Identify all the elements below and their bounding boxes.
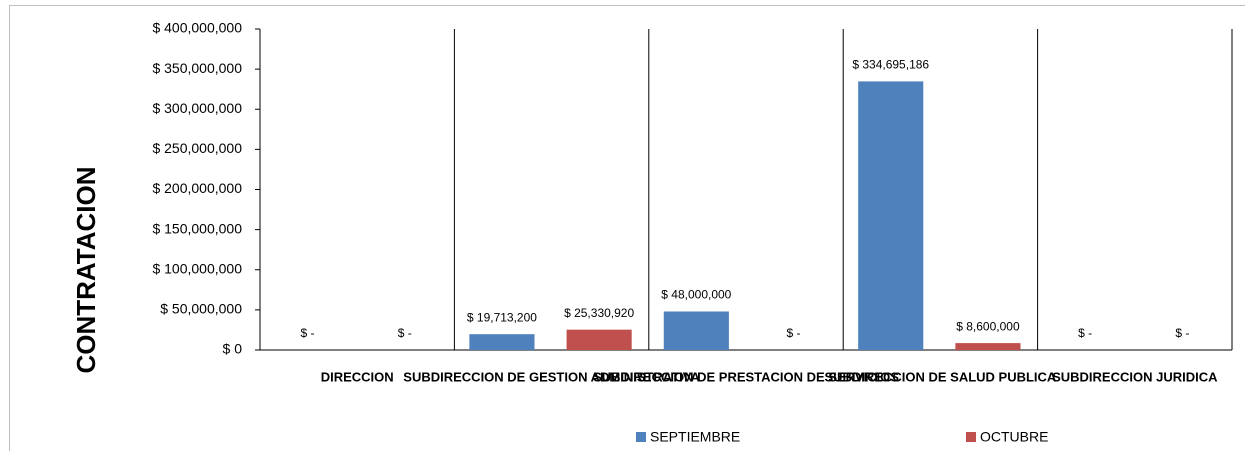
value-label: $ 19,713,200 [467, 310, 537, 324]
value-label: $ 8,600,000 [956, 319, 1020, 333]
y-tick-label: $ 400,000,000 [152, 20, 242, 36]
value-label: $ - [1078, 326, 1092, 340]
y-tick-label: $ 50,000,000 [160, 301, 242, 317]
y-tick-label: $ 350,000,000 [152, 60, 242, 76]
bar [566, 329, 632, 350]
value-label: $ - [787, 326, 801, 340]
bar [858, 81, 924, 351]
x-tick-label: SUBDIRECCION DE GESTION ADMINISTRATIVA [403, 369, 700, 384]
y-axis-label: CONTRATACION [71, 166, 101, 373]
bar [469, 334, 535, 350]
x-tick-label: SUBDIRECCION DE PRESTACION DE SERVICIOS [593, 369, 899, 384]
y-tick-label: $ 300,000,000 [152, 100, 242, 116]
y-tick-label: $ 100,000,000 [152, 260, 242, 276]
y-tick-label: $ 150,000,000 [152, 220, 242, 236]
bar [955, 343, 1021, 350]
legend-label: OCTUBRE [980, 429, 1048, 445]
legend-label: SEPTIEMBRE [650, 429, 740, 445]
x-tick-label: SUBDIRECCION JURIDICA [1052, 369, 1218, 384]
chart-border [9, 5, 1245, 451]
value-label: $ 48,000,000 [661, 288, 731, 302]
value-label: $ - [301, 326, 315, 340]
value-label: $ 334,695,186 [852, 58, 929, 72]
value-label: $ - [398, 326, 412, 340]
y-tick-label: $ 0 [223, 341, 243, 357]
y-tick-label: $ 200,000,000 [152, 180, 242, 196]
legend-swatch [966, 432, 976, 442]
y-tick-label: $ 250,000,000 [152, 140, 242, 156]
value-label: $ - [1175, 326, 1189, 340]
x-tick-label: DIRECCION [321, 369, 394, 384]
legend-swatch [636, 432, 646, 442]
value-label: $ 25,330,920 [564, 306, 634, 320]
bar [663, 311, 729, 350]
x-tick-label: SUBDIRECCION DE SALUD PUBLICA [824, 369, 1056, 384]
